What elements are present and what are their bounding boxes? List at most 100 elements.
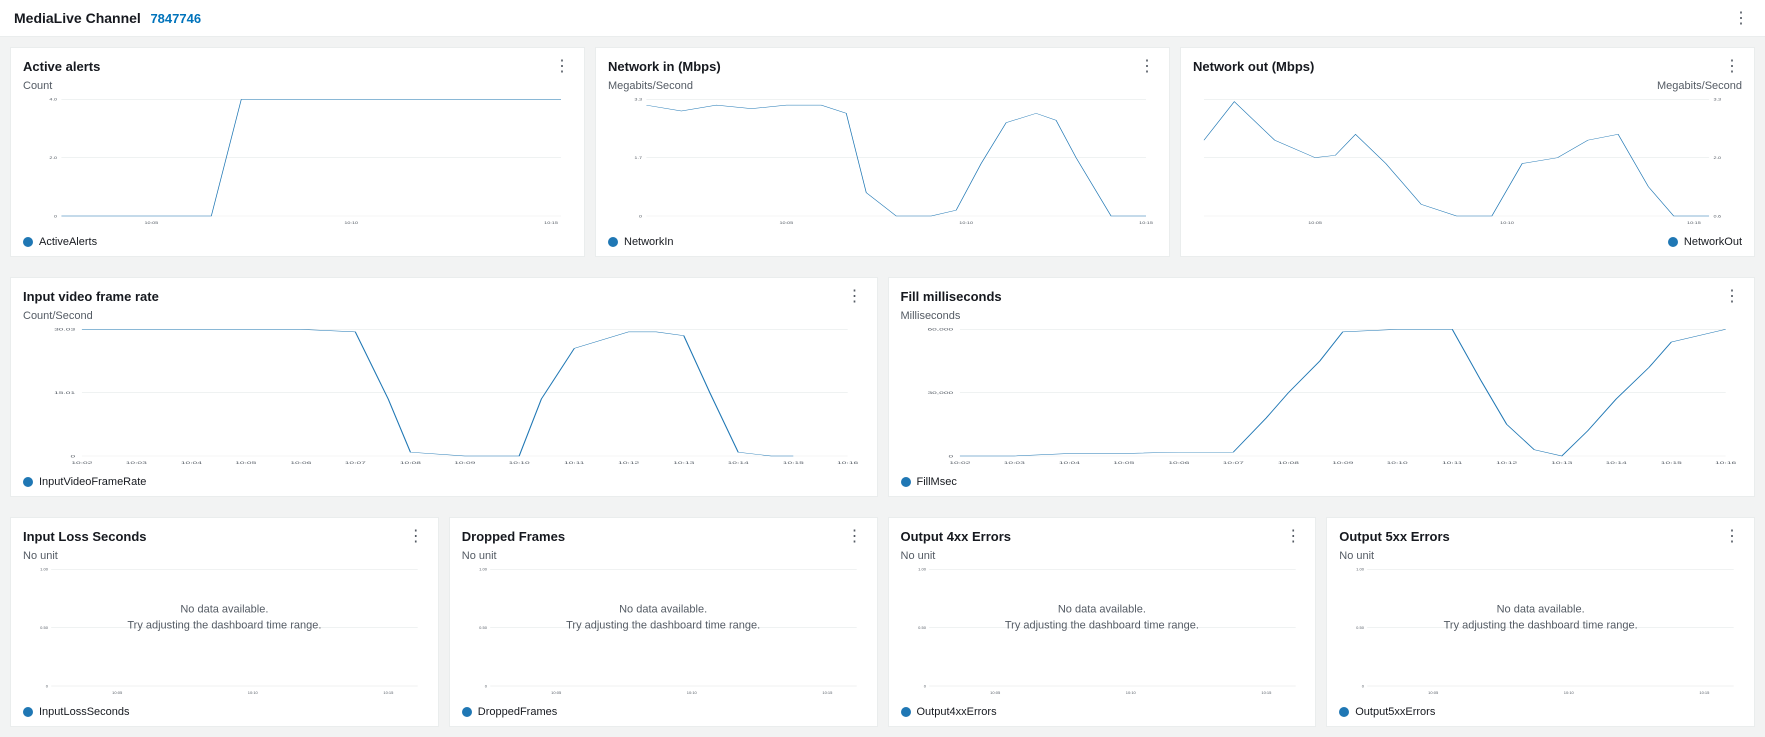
- svg-text:2.0: 2.0: [49, 156, 57, 160]
- header-channel-link[interactable]: 7847746: [150, 11, 201, 26]
- legend-label: NetworkOut: [1684, 236, 1742, 248]
- panel-menu-icon[interactable]: ⋮: [406, 526, 426, 546]
- svg-text:0.50: 0.50: [918, 626, 926, 630]
- dashboard-body: Active alerts⋮Count02.04.010:0510:1010:1…: [0, 37, 1765, 737]
- chart-area: 00.501.0010:0510:1010:15No data availabl…: [11, 566, 438, 702]
- legend-label: InputLossSeconds: [39, 706, 130, 718]
- legend-dot-icon: [1339, 707, 1349, 717]
- panel-menu-icon[interactable]: ⋮: [1283, 526, 1303, 546]
- svg-text:10:16: 10:16: [1715, 461, 1737, 465]
- header-title: MediaLive Channel: [14, 10, 141, 26]
- panel-title: Output 5xx Errors: [1339, 529, 1450, 544]
- panel-input-video-frame-rate: Input video frame rate⋮Count/Second015.0…: [10, 277, 878, 497]
- chart-svg: 02.04.010:0510:1010:15: [23, 96, 572, 226]
- chart-legend: InputLossSeconds: [11, 702, 438, 726]
- svg-text:10:13: 10:13: [1551, 461, 1573, 465]
- no-data-line1: No data available.: [1005, 601, 1199, 618]
- panel-menu-icon[interactable]: ⋮: [1722, 526, 1742, 546]
- svg-text:10:12: 10:12: [1496, 461, 1518, 465]
- svg-text:2.0: 2.0: [1713, 156, 1721, 160]
- svg-text:10:07: 10:07: [1222, 461, 1244, 465]
- svg-text:0: 0: [54, 214, 58, 218]
- panel-header: Dropped Frames⋮: [450, 518, 877, 550]
- chart-legend: Output5xxErrors: [1327, 702, 1754, 726]
- svg-text:10:10: 10:10: [509, 461, 531, 465]
- panel-menu-icon[interactable]: ⋮: [1137, 56, 1157, 76]
- svg-text:10:10: 10:10: [1125, 691, 1135, 695]
- legend-dot-icon: [23, 237, 33, 247]
- svg-text:10:05: 10:05: [1113, 461, 1135, 465]
- legend-dot-icon: [23, 477, 33, 487]
- legend-label: DroppedFrames: [478, 706, 557, 718]
- panel-output-4xx: Output 4xx Errors⋮No unit00.501.0010:051…: [888, 517, 1317, 727]
- panel-output-5xx: Output 5xx Errors⋮No unit00.501.0010:051…: [1326, 517, 1755, 727]
- panel-header: Input Loss Seconds⋮: [11, 518, 438, 550]
- chart-svg: 0.62.03.310:0510:1010:15: [1193, 96, 1742, 226]
- svg-text:10:05: 10:05: [990, 691, 1000, 695]
- svg-text:1.00: 1.00: [918, 568, 926, 572]
- panel-y-label: Megabits/Second: [1181, 80, 1754, 96]
- panel-y-label: No unit: [11, 550, 438, 566]
- panel-header: Fill milliseconds⋮: [889, 278, 1755, 310]
- chart-legend: NetworkIn: [596, 232, 1169, 256]
- svg-text:10:10: 10:10: [344, 221, 358, 225]
- no-data-line2: Try adjusting the dashboard time range.: [566, 618, 760, 635]
- chart-legend: DroppedFrames: [450, 702, 877, 726]
- dashboard-row-3: Input Loss Seconds⋮No unit00.501.0010:05…: [0, 507, 1765, 737]
- svg-text:10:15: 10:15: [1660, 461, 1682, 465]
- chart-area: 01.73.310:0510:1010:15: [596, 96, 1169, 232]
- svg-text:10:15: 10:15: [1261, 691, 1271, 695]
- header-menu-icon[interactable]: ⋮: [1731, 8, 1751, 28]
- svg-text:10:08: 10:08: [1277, 461, 1299, 465]
- svg-text:10:15: 10:15: [1700, 691, 1710, 695]
- no-data-message: No data available.Try adjusting the dash…: [1444, 601, 1638, 634]
- svg-text:10:10: 10:10: [686, 691, 696, 695]
- legend-dot-icon: [462, 707, 472, 717]
- svg-text:4.0: 4.0: [49, 98, 57, 102]
- chart-svg: 030,00060,00010:0210:0310:0410:0510:0610…: [901, 326, 1743, 466]
- panel-title: Active alerts: [23, 59, 100, 74]
- page-header: MediaLive Channel 7847746 ⋮: [0, 0, 1765, 37]
- panel-y-label: Megabits/Second: [596, 80, 1169, 96]
- panel-fill-ms: Fill milliseconds⋮Milliseconds030,00060,…: [888, 277, 1756, 497]
- svg-text:0: 0: [1362, 685, 1364, 689]
- panel-menu-icon[interactable]: ⋮: [1722, 56, 1742, 76]
- panel-title: Network in (Mbps): [608, 59, 721, 74]
- panel-y-label: No unit: [450, 550, 877, 566]
- svg-text:10:07: 10:07: [345, 461, 367, 465]
- svg-text:10:05: 10:05: [235, 461, 257, 465]
- svg-text:0: 0: [948, 455, 953, 459]
- svg-text:10:10: 10:10: [248, 691, 258, 695]
- svg-text:30,000: 30,000: [927, 391, 953, 395]
- svg-text:10:15: 10:15: [783, 461, 805, 465]
- panel-header: Output 5xx Errors ⋮: [1327, 518, 1754, 550]
- legend-dot-icon: [608, 237, 618, 247]
- svg-text:15.01: 15.01: [54, 391, 76, 395]
- panel-title: Network out (Mbps): [1193, 59, 1314, 74]
- svg-text:10:15: 10:15: [383, 691, 393, 695]
- panel-menu-icon[interactable]: ⋮: [845, 526, 865, 546]
- svg-text:30.03: 30.03: [54, 328, 76, 332]
- chart-svg: 01.73.310:0510:1010:15: [608, 96, 1157, 226]
- svg-text:10:10: 10:10: [1386, 461, 1408, 465]
- svg-text:10:05: 10:05: [551, 691, 561, 695]
- dashboard-row-2: Input video frame rate⋮Count/Second015.0…: [0, 267, 1765, 507]
- panel-y-label: No unit: [1327, 550, 1754, 566]
- svg-text:10:05: 10:05: [1428, 691, 1438, 695]
- panel-menu-icon[interactable]: ⋮: [1722, 286, 1742, 306]
- svg-text:0.50: 0.50: [1356, 626, 1364, 630]
- header-left: MediaLive Channel 7847746: [14, 10, 201, 26]
- panel-input-loss: Input Loss Seconds⋮No unit00.501.0010:05…: [10, 517, 439, 727]
- legend-dot-icon: [901, 477, 911, 487]
- svg-text:10:02: 10:02: [71, 461, 93, 465]
- panel-header: Input video frame rate⋮: [11, 278, 877, 310]
- svg-text:10:15: 10:15: [1139, 221, 1153, 225]
- panel-menu-icon[interactable]: ⋮: [552, 56, 572, 76]
- svg-text:10:05: 10:05: [1308, 221, 1322, 225]
- no-data-line2: Try adjusting the dashboard time range.: [1444, 618, 1638, 635]
- chart-legend: FillMsec: [889, 472, 1755, 496]
- no-data-line2: Try adjusting the dashboard time range.: [127, 618, 321, 635]
- panel-menu-icon[interactable]: ⋮: [845, 286, 865, 306]
- panel-title: Output 4xx Errors: [901, 529, 1012, 544]
- svg-text:1.7: 1.7: [634, 156, 642, 160]
